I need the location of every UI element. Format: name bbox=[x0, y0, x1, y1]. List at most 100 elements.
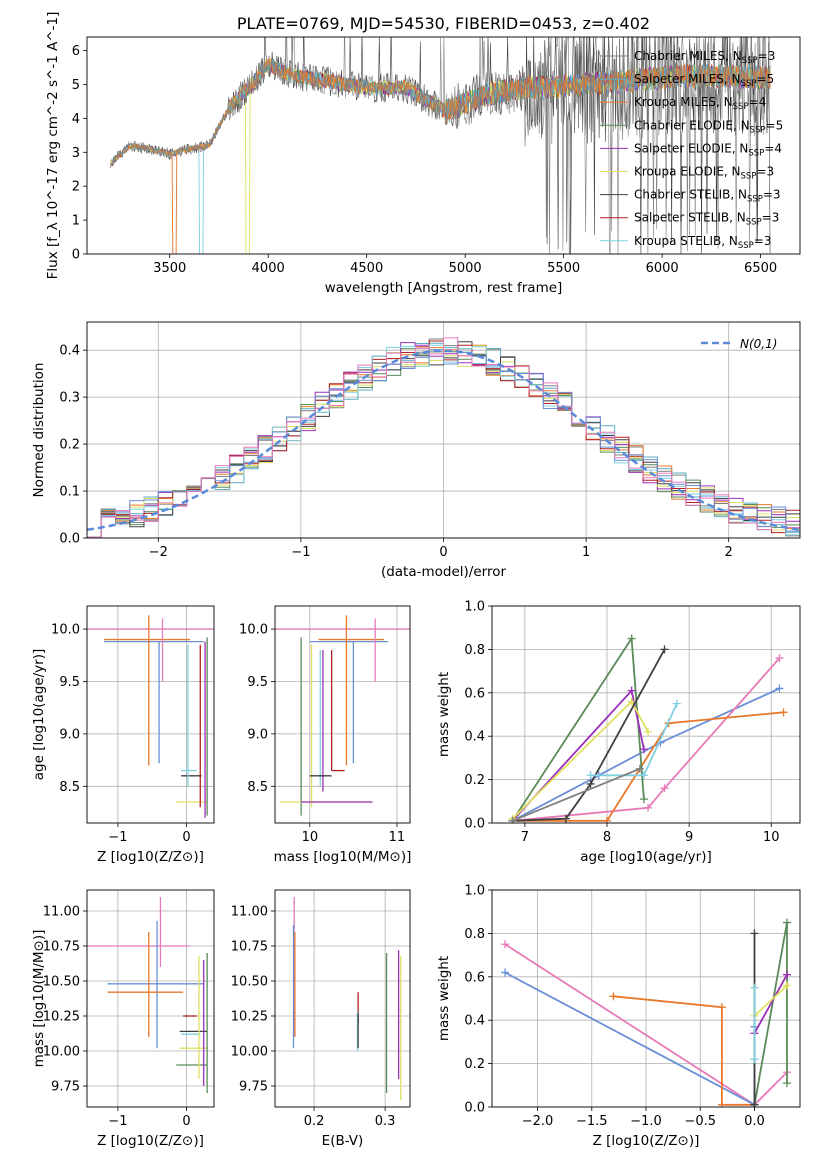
panel-weight_vs_Z: −2.0 −1.5 −1.0 −0.5 0.0 0.0 0.2 0.4 0.6 0.8 1.0 Z [… bbox=[436, 884, 801, 1149]
tick-label-y: 6 bbox=[72, 44, 80, 59]
plot-area-residuals bbox=[87, 337, 800, 538]
tick-label-y: 10.50 bbox=[231, 975, 268, 990]
tick-label-y: 1 bbox=[72, 214, 80, 229]
tick-label-y: 0.8 bbox=[464, 643, 485, 658]
tick-label-y: 8.5 bbox=[59, 780, 80, 795]
legend-label: Kroupa ELODIE, NSSP=3 bbox=[634, 165, 774, 182]
tick-label-y: 0.4 bbox=[59, 344, 80, 359]
tick-label-y: 9.5 bbox=[59, 675, 80, 690]
legend-label: Kroupa STELIB, NSSP=3 bbox=[634, 234, 772, 251]
axes-frame bbox=[86, 889, 215, 1108]
data-point bbox=[501, 940, 510, 949]
tick-label-y: 10.25 bbox=[231, 1010, 268, 1025]
weight-line bbox=[512, 767, 641, 822]
data-point bbox=[508, 816, 517, 823]
plot-area-weight_vs_Z bbox=[501, 918, 791, 1107]
tick-label-x: 7 bbox=[521, 830, 529, 845]
tick-label-y: 1.0 bbox=[464, 884, 485, 899]
legend-label: Kroupa MILES, NSSP=4 bbox=[634, 95, 766, 112]
plot-area-spectrum bbox=[110, 37, 771, 254]
tick-label-x: 0.0 bbox=[744, 1114, 765, 1129]
tick-label-y: 0.2 bbox=[59, 438, 80, 453]
tick-label-x: 6000 bbox=[646, 261, 679, 276]
data-point bbox=[609, 992, 618, 1001]
data-point bbox=[639, 745, 648, 754]
axis-label-x: mass [log10(M/M⊙)] bbox=[274, 849, 412, 865]
legend-label: Chabrier STELIB, NSSP=3 bbox=[634, 188, 781, 205]
data-point bbox=[782, 981, 791, 990]
data-point bbox=[775, 654, 784, 663]
tick-label-x: −1 bbox=[291, 545, 310, 560]
data-point bbox=[639, 771, 648, 780]
tick-label-x: 0 bbox=[439, 545, 447, 560]
tick-label-x: −1 bbox=[108, 830, 127, 845]
weight-line bbox=[504, 971, 756, 1107]
tick-label-y: 0 bbox=[72, 248, 80, 263]
panel-age_vs_mass: 10 11 8.5 9.0 9.5 10.0 mass [log10(M/M⊙)] bbox=[239, 605, 412, 865]
tick-label-x: −1.0 bbox=[630, 1114, 662, 1129]
data-point bbox=[501, 968, 510, 977]
legend-label: Salpeter MILES, NSSP=5 bbox=[634, 72, 774, 89]
data-point bbox=[586, 779, 595, 788]
tick-label-x: −2.0 bbox=[522, 1114, 554, 1129]
tick-label-y: 4 bbox=[72, 112, 80, 127]
tick-label-x: −2 bbox=[149, 545, 168, 560]
tick-label-x: 1 bbox=[582, 545, 590, 560]
data-point bbox=[782, 1079, 791, 1088]
axis-label-x: Z [log10(Z/Z⊙)] bbox=[97, 849, 204, 865]
tick-label-y: 9.75 bbox=[239, 1080, 268, 1095]
tick-label-x: 11 bbox=[389, 830, 406, 845]
data-point bbox=[627, 686, 636, 695]
data-point bbox=[639, 795, 648, 804]
tick-label-y: 10.75 bbox=[231, 940, 268, 955]
axes-frame bbox=[491, 889, 801, 1108]
tick-label-x: 0.2 bbox=[304, 1114, 325, 1129]
tick-label-x: 2 bbox=[725, 545, 733, 560]
tick-label-y: 9.0 bbox=[247, 727, 268, 742]
weight-line bbox=[753, 984, 788, 1017]
axis-label-y: mass weight bbox=[436, 672, 452, 757]
weight-line bbox=[512, 687, 780, 822]
axis-label-y: mass weight bbox=[436, 956, 452, 1041]
plot-area-age_vs_Z bbox=[87, 615, 214, 818]
weight-line bbox=[753, 974, 788, 1034]
weight-line bbox=[512, 648, 666, 822]
tick-label-x: −1 bbox=[108, 1114, 127, 1129]
axis-label-y: mass [log10(M/M⊙)] bbox=[31, 930, 47, 1068]
tick-label-x: 9 bbox=[685, 830, 693, 845]
data-point bbox=[644, 803, 653, 812]
normal-curve bbox=[87, 349, 800, 532]
legend-label: Salpeter ELODIE, NSSP=4 bbox=[634, 141, 782, 158]
tick-label-y: 0.6 bbox=[464, 970, 485, 985]
data-point bbox=[717, 1003, 726, 1012]
data-point bbox=[602, 816, 611, 823]
axis-label-x: wavelength [Angstrom, rest frame] bbox=[325, 280, 563, 296]
tick-label-y: 0.0 bbox=[464, 817, 485, 832]
axis-label-y: age [log10(age/yr)] bbox=[31, 649, 47, 781]
tick-label-y: 10.75 bbox=[43, 940, 80, 955]
tick-label-y: 11.00 bbox=[231, 905, 268, 920]
data-point bbox=[644, 727, 653, 736]
plot-area-weight_vs_age bbox=[508, 634, 788, 823]
axes-frame bbox=[86, 605, 215, 824]
tick-label-y: 0.0 bbox=[59, 532, 80, 547]
histogram bbox=[87, 337, 800, 538]
weight-line bbox=[590, 703, 678, 777]
tick-label-x: 6500 bbox=[744, 261, 777, 276]
data-point bbox=[627, 634, 636, 643]
plot-area-mass_vs_Z bbox=[87, 897, 208, 1093]
tick-label-y: 0.0 bbox=[464, 1101, 485, 1116]
plot-area-mass_vs_ebv bbox=[292, 897, 402, 1100]
weight-line bbox=[512, 657, 781, 822]
tick-label-y: 1.0 bbox=[464, 600, 485, 615]
weight-line bbox=[512, 711, 784, 822]
tick-label-x: −0.5 bbox=[684, 1114, 716, 1129]
data-point bbox=[775, 684, 784, 693]
tick-label-x: 0 bbox=[182, 1114, 190, 1129]
data-point bbox=[750, 929, 759, 938]
data-point bbox=[660, 645, 669, 654]
tick-label-y: 0.8 bbox=[464, 927, 485, 942]
data-point bbox=[779, 708, 788, 717]
panel-age_vs_Z: −1 0 8.5 9.0 9.5 10.0 Z [log10(Z/Z⊙)] age [log1… bbox=[31, 605, 215, 865]
